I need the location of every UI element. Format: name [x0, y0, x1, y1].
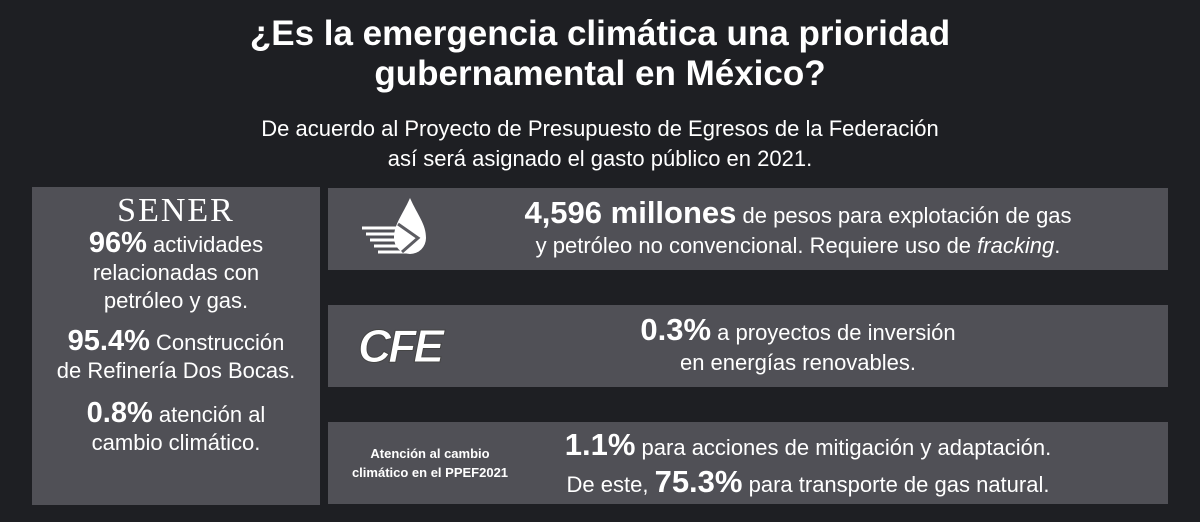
item-text: de Refinería Dos Bocas. [56, 358, 296, 383]
item-value: 0.8% [86, 397, 153, 429]
card-line: para transporte de gas natural. [748, 472, 1050, 497]
sener-item: 95.4% Construcción de Refinería Dos Boca… [32, 327, 320, 385]
subtitle-line: así será asignado el gasto público en 20… [387, 146, 813, 171]
highlight: 75.3% [654, 464, 743, 499]
item-text: actividades [153, 232, 264, 257]
card-line: para acciones de mitigación y adaptación… [641, 435, 1052, 460]
sener-logo: SENER [117, 192, 235, 229]
item-text: Construcción [155, 330, 285, 355]
climate-label: Atención al cambio climático en el PPEF2… [340, 444, 520, 482]
card-line: De este, [566, 472, 649, 497]
highlight: 1.1% [564, 427, 636, 462]
card-text: 4,596 millones de pesos para explotación… [458, 195, 1138, 261]
card-line: . [1054, 233, 1061, 258]
card-text: 1.1% para acciones de mitigación y adapt… [528, 428, 1088, 502]
climate-card: Atención al cambio climático en el PPEF2… [328, 422, 1168, 504]
card-line: y petróleo no convencional. Requiere uso… [535, 233, 972, 258]
pemex-card: 4,596 millones de pesos para explotación… [328, 188, 1168, 270]
title-line: gubernamental en México? [374, 54, 826, 93]
subtitle: De acuerdo al Proyecto de Presupuesto de… [0, 114, 1200, 174]
sener-item: 96% actividades relacionadas con petróle… [32, 229, 320, 315]
cfe-logo: CFE [358, 320, 445, 373]
emphasis: fracking [977, 233, 1055, 258]
pemex-logo [362, 198, 426, 254]
label-line: Atención al cambio [370, 446, 490, 461]
title: ¿Es la emergencia climática una priorida… [0, 14, 1200, 94]
item-text: relacionadas con [92, 260, 260, 285]
sener-panel: SENER 96% actividades relacionadas con p… [32, 187, 320, 505]
card-line: de pesos para explotación de gas [742, 203, 1072, 228]
sener-item: 0.8% atención al cambio climático. [32, 399, 320, 457]
subtitle-line: De acuerdo al Proyecto de Presupuesto de… [261, 116, 939, 141]
item-value: 95.4% [67, 325, 150, 357]
title-line: ¿Es la emergencia climática una priorida… [249, 14, 951, 53]
item-text: petróleo y gas. [103, 288, 249, 313]
card-text: 0.3% a proyectos de inversión en energía… [528, 312, 1068, 378]
item-text: cambio climático. [91, 430, 261, 455]
card-line: a proyectos de inversión [717, 320, 956, 345]
item-text: atención al [158, 402, 266, 427]
label-line: climático en el PPEF2021 [351, 465, 509, 480]
card-line: en energías renovables. [679, 350, 917, 375]
highlight: 0.3% [640, 312, 712, 347]
highlight: 4,596 millones [524, 195, 737, 230]
cfe-card: CFE 0.3% a proyectos de inversión en ene… [328, 305, 1168, 387]
item-value: 96% [88, 227, 147, 259]
